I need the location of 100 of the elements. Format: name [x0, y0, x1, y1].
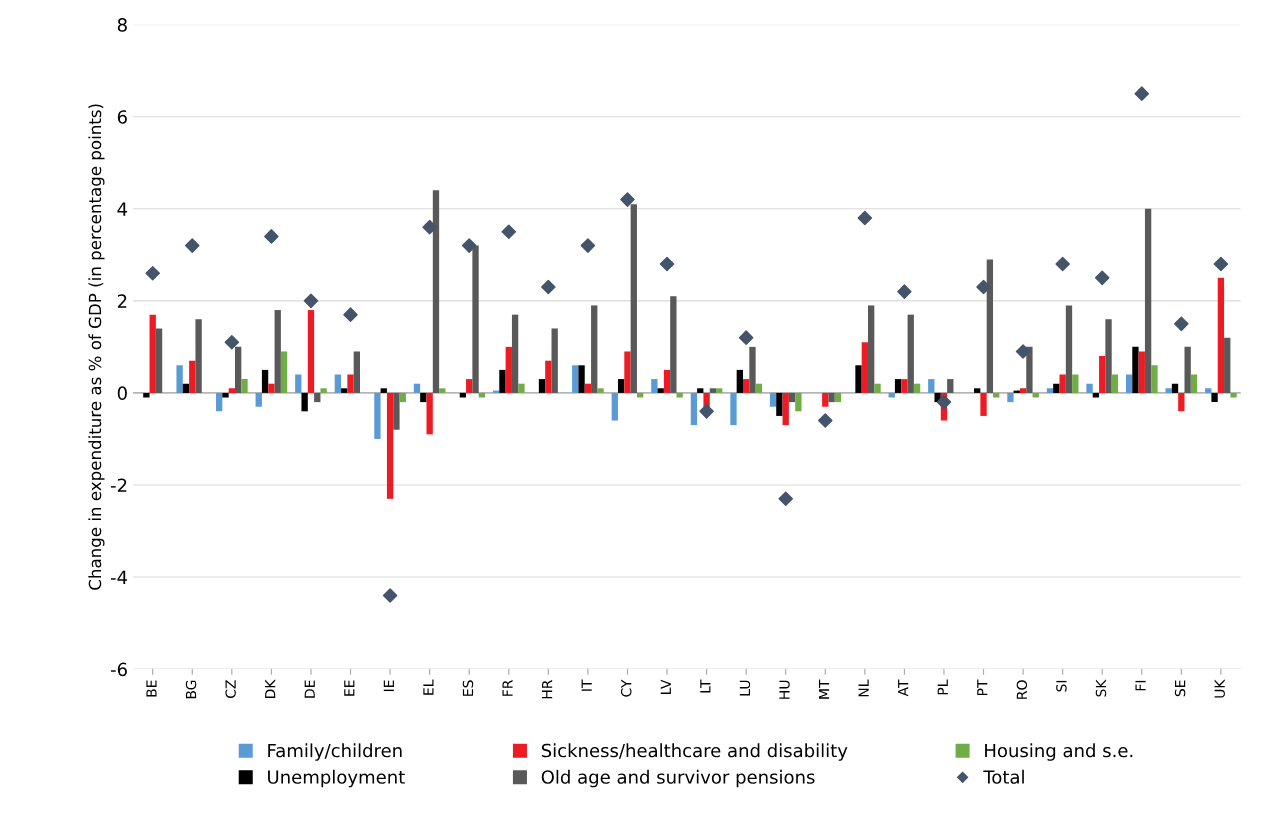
bar: [874, 383, 881, 393]
point: [857, 210, 873, 226]
x-tick-label: RO: [1016, 680, 1028, 699]
bar: [307, 310, 315, 393]
legend-label: Old age and survivor pensions: [541, 769, 815, 788]
bar: [1190, 374, 1198, 393]
bar: [334, 374, 342, 393]
bar: [1007, 392, 1014, 403]
bar: [1224, 337, 1231, 393]
point: [303, 293, 319, 309]
bar: [776, 392, 783, 416]
bar: [1059, 374, 1066, 393]
point: [738, 330, 754, 345]
y-tick-label: -4: [110, 570, 128, 584]
x-tick-label: SE: [1174, 680, 1186, 697]
bar: [216, 392, 223, 412]
bar: [709, 388, 717, 393]
point: [382, 588, 398, 603]
y-tick-label: -2: [110, 478, 127, 492]
bar: [280, 351, 288, 393]
bar: [782, 392, 789, 426]
bar: [314, 392, 321, 403]
y-tick-label: 2: [117, 294, 127, 308]
bar: [1184, 346, 1191, 393]
point: [1213, 256, 1229, 272]
bar: [295, 374, 302, 393]
bar: [545, 360, 552, 393]
bar: [736, 369, 743, 393]
bar: [980, 392, 987, 416]
legend-label: Total: [983, 769, 1024, 784]
bar: [670, 296, 677, 393]
bar: [624, 351, 631, 393]
bar: [676, 392, 683, 398]
bar: [993, 392, 1000, 398]
point: [778, 491, 793, 507]
legend-label: Family/children: [268, 743, 402, 761]
x-tick-label: MT: [818, 679, 830, 699]
bar: [742, 379, 750, 393]
bar: [1092, 392, 1100, 398]
x-tick-label: AT: [898, 679, 909, 697]
bar: [241, 379, 248, 393]
x-tick-label: CZ: [225, 680, 236, 698]
bar: [834, 392, 842, 403]
bar: [584, 383, 592, 393]
x-tick-label: BE: [146, 680, 157, 697]
bar: [380, 388, 387, 393]
bar: [730, 392, 737, 426]
bar: [822, 392, 829, 407]
bar: [143, 392, 150, 398]
x-tick-label: IE: [383, 680, 394, 692]
y-tick-label: 4: [117, 202, 128, 216]
x-tick-label: PL: [937, 679, 948, 695]
point: [620, 192, 635, 207]
bar: [189, 360, 196, 393]
point: [461, 238, 477, 253]
bar: [769, 392, 777, 407]
bar: [1072, 374, 1079, 393]
bar: [1132, 346, 1139, 393]
bar: [1026, 346, 1033, 393]
bar: [399, 392, 406, 403]
x-tick-label: CY: [620, 679, 632, 697]
y-tick-label: 0: [117, 386, 127, 401]
x-tick-label: EL: [423, 679, 434, 695]
point: [659, 256, 675, 272]
bar: [176, 365, 183, 393]
bar: [255, 392, 262, 407]
bar: [511, 314, 519, 393]
x-tick-label: BG: [185, 680, 197, 699]
bar: [538, 379, 546, 393]
point: [343, 307, 358, 322]
y-tick-label: 6: [117, 110, 127, 124]
bar: [472, 245, 479, 393]
x-tick-label: NL: [858, 679, 869, 697]
bar: [578, 365, 585, 393]
bar: [657, 388, 664, 393]
point: [224, 334, 240, 350]
x-tick-label: LU: [739, 680, 751, 696]
bar: [986, 259, 994, 393]
point: [501, 224, 517, 240]
y-axis-title: Change in expenditure as % of GDP (in percentage points): [88, 104, 105, 590]
point: [699, 404, 714, 419]
x-tick-label: DE: [304, 680, 315, 698]
bar: [386, 392, 394, 499]
bar: [572, 365, 579, 393]
bar: [459, 392, 467, 398]
bar: [551, 328, 558, 393]
bar: [928, 379, 935, 393]
bar: [1053, 383, 1060, 393]
x-tick-label: IT: [581, 679, 592, 691]
point: [264, 229, 279, 244]
point: [817, 413, 833, 428]
bar: [749, 346, 756, 393]
point: [1015, 344, 1031, 359]
bar: [907, 314, 914, 393]
point: [1094, 270, 1110, 286]
bar: [1099, 356, 1106, 393]
bar: [1065, 305, 1073, 393]
bar: [1165, 388, 1172, 393]
point: [422, 219, 437, 235]
bar: [347, 374, 354, 393]
